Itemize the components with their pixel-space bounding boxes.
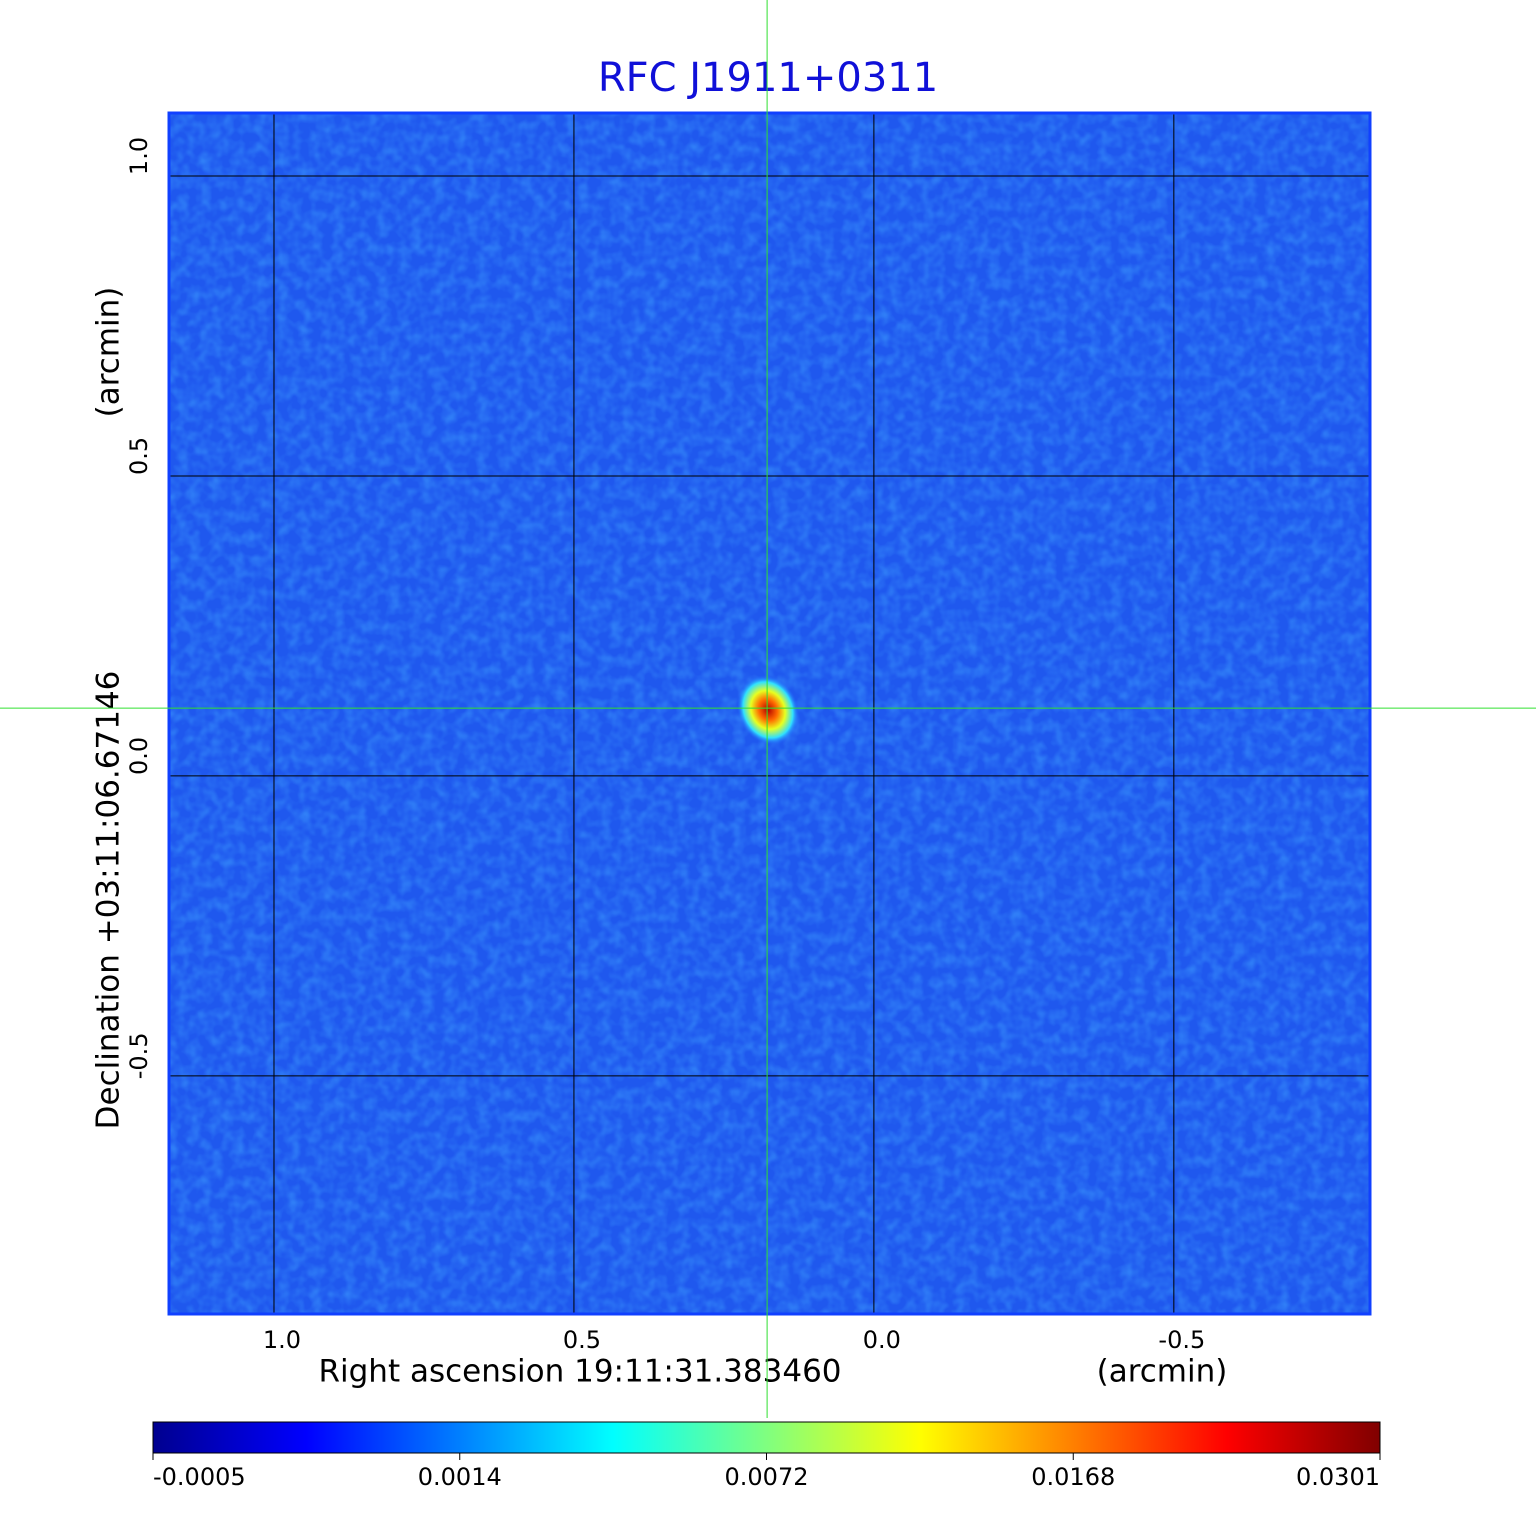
colorbar bbox=[152, 1421, 1381, 1454]
y-axis-label: Declination +03:11:06.67146 bbox=[91, 671, 127, 1130]
colorbar-tick-label: 0.0072 bbox=[725, 1463, 809, 1491]
y-axis-unit: (arcmin) bbox=[91, 287, 127, 418]
source bbox=[736, 674, 800, 745]
plot-frame bbox=[167, 111, 1372, 1316]
x-tick-label: 0.0 bbox=[863, 1326, 901, 1354]
y-tick-label: 1.0 bbox=[125, 137, 153, 175]
x-axis-label: Right ascension 19:11:31.383460 bbox=[318, 1354, 841, 1390]
colorbar-tick-label: -0.0005 bbox=[153, 1463, 246, 1491]
colorbar-tick-label: 0.0014 bbox=[418, 1463, 502, 1491]
colorbar-tick-label: 0.0301 bbox=[1296, 1463, 1380, 1491]
x-tick-label: 0.5 bbox=[563, 1326, 601, 1354]
x-tick-label: -0.5 bbox=[1158, 1326, 1205, 1354]
colorbar-tick-label: 0.0168 bbox=[1031, 1463, 1115, 1491]
y-tick-label: -0.5 bbox=[125, 1032, 153, 1079]
y-tick-label: 0.5 bbox=[125, 437, 153, 475]
chart-title: RFC J1911+0311 bbox=[598, 55, 938, 101]
x-tick-label: 1.0 bbox=[263, 1326, 301, 1354]
x-axis-unit: (arcmin) bbox=[1097, 1354, 1228, 1390]
y-tick-label: 0.0 bbox=[125, 737, 153, 775]
